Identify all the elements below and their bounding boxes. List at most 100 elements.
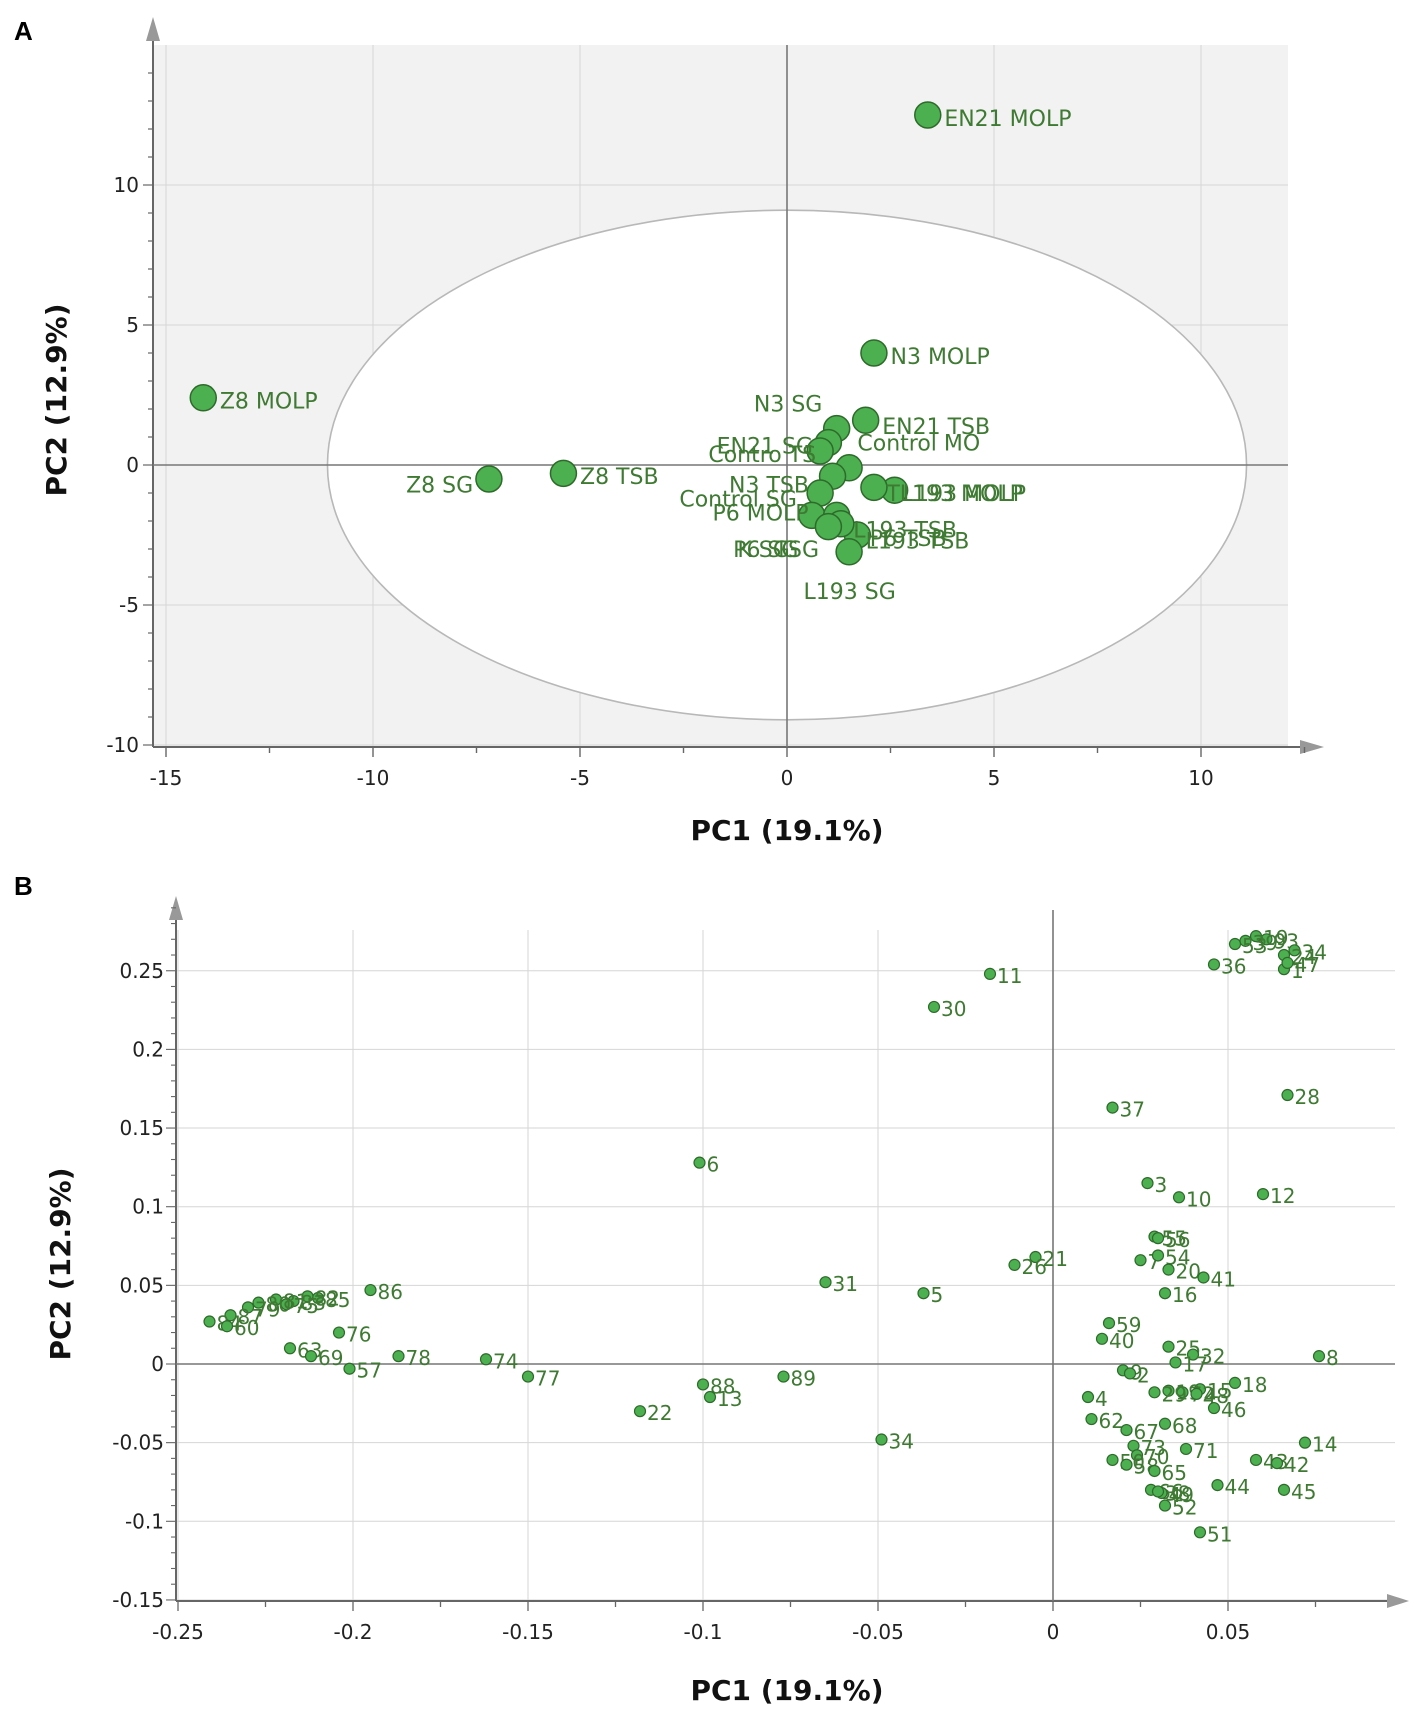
panel-b-point-group-38: 47	[1281, 953, 1320, 977]
panel-a-ytick-label-1: -5	[119, 593, 139, 617]
panel-b-point-group-25: 89	[777, 1367, 816, 1391]
panel-b-point-label-54: 32	[1200, 1345, 1225, 1369]
panel-b-point-label-8: 85	[325, 1288, 350, 1312]
panel-b-point-group-3: 31	[819, 1272, 858, 1296]
panel-b-point-group-40: 37	[1106, 1098, 1145, 1122]
panel-b-point-group-58: 2	[1123, 1363, 1150, 1387]
panel-b-point-26	[696, 1378, 710, 1391]
panel-a-score-plot: A -15 -10 -5 0 5 10 -10 -5 0 5 10 EN21 MOLP Z8 MOLP…	[14, 16, 1324, 847]
panel-a-point-label-16: P6 TSB	[870, 527, 947, 552]
panel-b-point-label-49: 41	[1211, 1267, 1236, 1291]
panel-b-point-group-52: 40	[1095, 1329, 1134, 1353]
panel-b-point-group-80: 45	[1277, 1480, 1316, 1504]
panel-b-point-7	[364, 1283, 377, 1297]
panel-b-point-group-15: 87	[224, 1305, 263, 1329]
panel-b-xtick-label-3: -0.1	[683, 1620, 722, 1644]
panel-a-point-label-5: Control MO	[857, 432, 980, 457]
panel-b-point-group-72: 70	[1130, 1445, 1169, 1469]
panel-b-point-67	[1085, 1412, 1098, 1426]
panel-a-ytick-label-3: 5	[126, 313, 139, 337]
panel-b-point-group-0: 11	[983, 964, 1022, 988]
panel-b-point-label-22: 78	[406, 1346, 431, 1370]
panel-b-point-label-18: 76	[346, 1323, 371, 1347]
panel-b-point-group-27: 13	[703, 1387, 742, 1411]
panel-a-tick-labels: -15 -10 -5 0 5 10 -10 -5 0 5 10	[106, 173, 1213, 790]
panel-b-ytick-label-3: 0.1	[132, 1195, 164, 1219]
panel-a-ytick-label-2: 0	[126, 453, 139, 477]
panel-b-point-42	[1172, 1191, 1186, 1204]
panel-b-point-group-13: 80	[252, 1293, 291, 1317]
panel-b-point-group-33: 53	[1228, 934, 1267, 958]
panel-b-point-label-60: 15	[1207, 1379, 1232, 1403]
panel-b-point-5	[1029, 1250, 1042, 1264]
panel-b-axes	[166, 896, 1409, 1611]
panel-a-xtick-label-1: -10	[357, 766, 390, 790]
panel-b-point-label-78: 65	[1162, 1461, 1187, 1485]
panel-b-point-group-48: 20	[1162, 1260, 1201, 1284]
panel-b-point-label-51: 59	[1116, 1313, 1141, 1337]
panel-b-point-group-41: 3	[1141, 1173, 1167, 1197]
panel-b-point-41	[1141, 1177, 1154, 1190]
panel-b-point-52	[1095, 1332, 1109, 1345]
panel-b-point-label-34: 34	[1302, 940, 1327, 964]
panel-b-point-group-8: 85	[311, 1288, 350, 1312]
panel-b-point-80	[1277, 1483, 1291, 1496]
panel-b-point-group-43: 12	[1256, 1184, 1295, 1208]
panel-a-y-axis-title: PC2 (12.9%)	[40, 303, 73, 496]
panel-b-point-label-33: 53	[1242, 934, 1267, 958]
panel-b-point-label-21: 57	[357, 1359, 382, 1383]
panel-b-point-72	[1130, 1449, 1144, 1462]
panel-b-point-label-64: 29	[1162, 1382, 1187, 1406]
panel-b-point-68	[1158, 1417, 1172, 1430]
panel-b-point-17	[220, 1320, 234, 1333]
panel-b-letter: B	[14, 871, 33, 901]
panel-a-point-label-12: TL193 MOLP	[885, 482, 1023, 507]
panel-b-xtick-label-0: -0.25	[152, 1620, 204, 1644]
panel-b-point-label-68: 68	[1172, 1414, 1197, 1438]
panel-b-point-group-83: 38	[1151, 1481, 1190, 1505]
panel-b-point-20	[304, 1350, 318, 1363]
panel-b-point-43	[1256, 1188, 1270, 1201]
panel-b-point-group-18: 76	[332, 1323, 371, 1347]
panel-b-point-18	[332, 1326, 346, 1339]
panel-b-point-group-51: 59	[1102, 1313, 1141, 1337]
panel-a-xtick-label-3: 0	[781, 766, 794, 790]
panel-b-point-group-12: 81	[269, 1290, 308, 1314]
panel-a-point-label-21: L193 SG	[804, 580, 896, 605]
panel-b-y-axis-title: PC2 (12.9%)	[44, 1167, 77, 1360]
panel-b-point-label-0: 11	[997, 964, 1022, 988]
panel-b-point-group-64: 29	[1148, 1382, 1187, 1406]
panel-b-point-label-42: 10	[1186, 1187, 1211, 1211]
panel-b-point-label-35: 24	[1291, 945, 1316, 969]
panel-b-ytick-label-0: 0.25	[119, 959, 164, 983]
panel-b-point-56	[1312, 1350, 1326, 1363]
panel-a-point-7	[806, 437, 834, 465]
panel-b-point-group-36: 36	[1207, 954, 1246, 978]
panel-b-point-group-45: 56	[1151, 1228, 1190, 1252]
panel-b-point-label-28: 22	[647, 1401, 672, 1425]
panel-b-point-1	[927, 1000, 941, 1014]
panel-b-point-9	[301, 1290, 314, 1303]
panel-b-point-group-59: 18	[1228, 1373, 1267, 1397]
panel-a-point-1	[189, 384, 218, 412]
panel-a-ytick-label-0: -10	[106, 733, 139, 757]
panel-a-point-label-13: Control SG	[679, 488, 797, 513]
panel-b-loading-plot: B -0.25 -0.2 -0.15 -0.1 -0.05 0 0.050.250.20.1…	[14, 871, 1409, 1707]
panel-b-ytick-label-1: 0.2	[132, 1037, 164, 1061]
panel-b-point-62	[1176, 1386, 1189, 1399]
panel-b-gridlines	[176, 930, 1395, 1601]
panel-a-point-label-0: EN21 MOLP	[944, 107, 1071, 132]
panel-b-point-label-9: 82	[315, 1286, 340, 1310]
panel-b-point-group-73: 14	[1298, 1433, 1337, 1457]
panel-b-point-label-6: 26	[1022, 1255, 1047, 1279]
panel-b-point-label-56: 8	[1326, 1346, 1339, 1370]
panel-b-point-label-4: 5	[931, 1283, 944, 1307]
panel-b-point-label-79: 44	[1225, 1475, 1250, 1499]
panel-b-point-12	[269, 1293, 283, 1306]
panel-b-point-label-85: 51	[1207, 1522, 1232, 1546]
panel-a-letter: A	[14, 16, 33, 46]
panel-b-x-axis-arrow	[1387, 1594, 1409, 1608]
panel-a-xtick-label-2: -5	[570, 766, 590, 790]
panel-b-point-label-17: 60	[234, 1316, 259, 1340]
